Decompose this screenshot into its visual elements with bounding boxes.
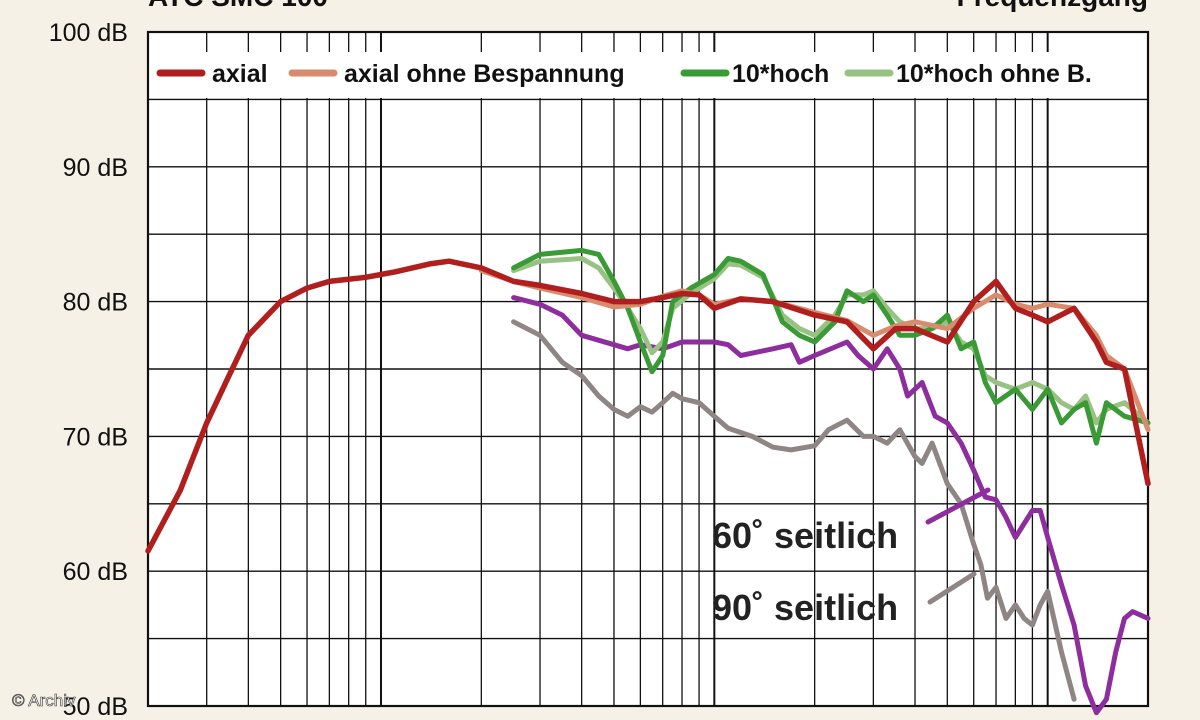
y-tick-label: 90 dB [63,154,128,182]
series-line [511,256,1151,426]
y-tick-label: 60 dB [63,558,128,586]
y-tick-label: 80 dB [63,289,128,317]
plot-border [146,30,1150,708]
copyright-text: © Archiv [12,691,76,710]
series-line [511,319,1077,702]
annotation-leader [927,571,977,605]
annotation-label: 60˚ seitlich [712,515,898,556]
legend-label: axial ohne Bespannung [344,60,625,88]
y-tick-label: 100 dB [49,19,128,47]
grid [148,32,1148,706]
chart-title-right: Frequenzgang [957,0,1148,12]
series-line [145,258,1151,554]
plot-frame [146,30,1150,708]
y-tick-labels: 100 dB 90 dB 80 dB 70 dB 60 dB 50 dB [49,19,128,720]
y-tick-label: 50 dB [63,693,128,720]
chart-title-left: ATC SMC 100 [148,0,328,12]
annotation-label: 90˚ seitlich [712,587,898,628]
legend-label: axial [212,60,268,88]
legend-label: 10*hoch [732,60,829,88]
series-line [511,247,1151,446]
annotation-leader [925,487,991,525]
legend-label: 10*hoch ohne B. [896,60,1092,88]
legend: axial axial ohne Bespannung 10*hoch 10*hoch… [150,52,1146,98]
series-lines [145,247,1151,716]
headings: ATC SMC 100 Frequenzgang [148,0,1148,12]
y-tick-label: 70 dB [63,423,128,451]
annotations: 60˚ seitlich 90˚ seitlich [712,487,991,628]
series-line [478,268,1151,433]
